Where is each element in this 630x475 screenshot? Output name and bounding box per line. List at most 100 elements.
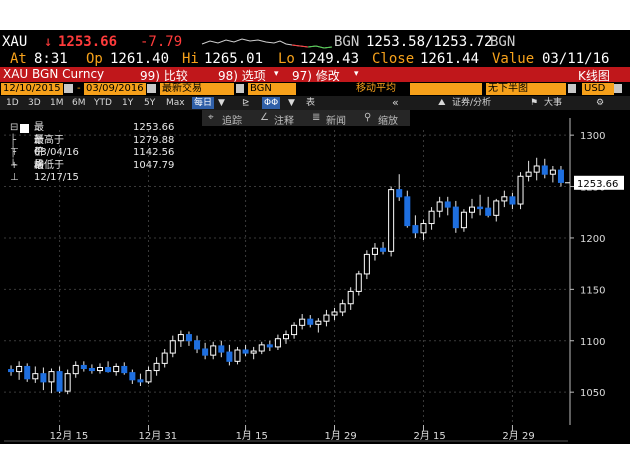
lower-panel-dropdown-icon[interactable] xyxy=(568,84,576,93)
annotate-button[interactable]: 注释 xyxy=(274,116,294,127)
end-date-field[interactable]: 03/09/2016 xyxy=(84,83,146,95)
range-max[interactable]: Max xyxy=(166,98,185,108)
x-tick-label: 1月 29 xyxy=(325,430,357,442)
y-axis: 1050110011501200125013001253.66 xyxy=(564,118,624,425)
style-dropdown-icon[interactable]: ▼ xyxy=(288,98,295,108)
candle-body xyxy=(88,368,95,372)
edit-dropdown-icon[interactable]: ▾ xyxy=(354,69,359,79)
candle-body xyxy=(161,352,168,364)
legend-last-label: 最新价格 xyxy=(34,122,44,171)
frequency-dropdown-icon[interactable]: ▼ xyxy=(218,98,225,108)
annotate-icon[interactable]: ∠ xyxy=(260,112,269,123)
x-tick-label: 2月 29 xyxy=(502,430,534,442)
moving-average-label: 移动平均 xyxy=(356,83,396,94)
gear-icon[interactable]: ⚙ xyxy=(596,98,605,108)
options-button[interactable]: 98) 选项 xyxy=(218,69,266,83)
candle-body xyxy=(339,303,346,313)
open-value: 1261.40 xyxy=(110,51,170,67)
legend-low-value: 1047.79 xyxy=(133,159,175,171)
low-label: Lo xyxy=(278,51,295,67)
currency-dropdown-icon[interactable] xyxy=(614,84,622,93)
candle-style-icon[interactable]: ΦΦ xyxy=(262,97,281,109)
table-button[interactable]: 表 xyxy=(306,98,316,108)
news-icon[interactable]: ≣ xyxy=(312,112,321,123)
frequency-select[interactable]: 每日 xyxy=(192,97,215,109)
candle-body xyxy=(8,369,15,373)
candle-body xyxy=(436,201,443,212)
news-button[interactable]: 新闻 xyxy=(326,116,346,127)
ma-box-3[interactable] xyxy=(458,83,482,95)
candle-body xyxy=(468,206,476,213)
range-1d[interactable]: 1D xyxy=(6,98,19,108)
track-icon[interactable]: ⌖ xyxy=(208,112,214,123)
candle-body xyxy=(388,189,395,252)
candle-body xyxy=(177,334,184,342)
zoom-icon[interactable]: ⚲ xyxy=(364,112,372,123)
options-dropdown-icon[interactable]: ▾ xyxy=(274,69,279,79)
legend-low-label: 最低于 12/17/15 xyxy=(34,159,79,184)
zoom-button[interactable]: 缩放 xyxy=(378,116,398,127)
candlestick-chart[interactable]: 1050110011501200125013001253.66 12月 1512… xyxy=(0,110,630,444)
lower-panel-select[interactable]: 无下半图 xyxy=(486,83,566,95)
close-label: Close xyxy=(372,51,415,67)
value-label: Value xyxy=(492,51,535,67)
last-price-badge xyxy=(574,175,624,190)
candle-body xyxy=(48,371,55,383)
legend-average-label: 平均 xyxy=(34,147,44,171)
low-value: 1249.43 xyxy=(300,51,360,67)
high-marker-icon: ├ ⊤ xyxy=(10,134,19,159)
y-tick-label: 1050 xyxy=(580,388,605,399)
ticker-symbol: XAU xyxy=(2,34,28,50)
mode-dropdown-icon[interactable] xyxy=(236,84,244,93)
range-6m[interactable]: 6M xyxy=(72,98,86,108)
currency-field[interactable]: USD xyxy=(582,83,614,95)
candle-body xyxy=(444,201,451,208)
collapse-icon[interactable]: « xyxy=(392,96,399,109)
chart-type-title: K线图 xyxy=(578,69,610,83)
bloomberg-terminal-window: XAU ↓ 1253.66 -7.79 BGN 1253.58/1253.72 … xyxy=(0,30,630,444)
legend-average-value: 1142.56 xyxy=(133,147,175,158)
candle-body xyxy=(121,365,128,374)
average-marker-icon: ├ + xyxy=(10,147,19,171)
analysis-icon[interactable]: ⛰ xyxy=(438,98,446,108)
ma-box-1[interactable] xyxy=(410,83,434,95)
value-date: 03/11/16 xyxy=(542,51,610,67)
start-calendar-icon[interactable] xyxy=(64,84,73,93)
compare-button[interactable]: 99) 比较 xyxy=(140,69,188,83)
range-ytd[interactable]: YTD xyxy=(94,98,112,108)
at-label: At xyxy=(10,51,27,67)
edit-button[interactable]: 97) 修改 xyxy=(292,69,340,83)
candle-body xyxy=(40,373,47,383)
line-chart-icon[interactable]: ⊵ xyxy=(242,98,250,108)
analysis-button[interactable]: 证券/分析 xyxy=(452,98,492,108)
intraday-sparkline xyxy=(201,38,333,49)
track-button[interactable]: 追踪 xyxy=(222,116,242,127)
legend-last-value: 1253.66 xyxy=(133,122,175,133)
candle-body xyxy=(202,348,209,356)
candle-body xyxy=(452,206,459,229)
candle-body xyxy=(129,372,136,381)
legend-collapse-icon[interactable]: ⊟ xyxy=(10,122,19,133)
source-field[interactable]: BGN xyxy=(248,83,296,95)
price-mode-select[interactable]: 最新交易 xyxy=(160,83,234,95)
candle-body xyxy=(363,253,370,275)
events-button[interactable]: 大事 xyxy=(544,98,563,108)
end-calendar-icon[interactable] xyxy=(147,84,156,93)
y-tick-label: 1300 xyxy=(580,131,605,142)
start-date-field[interactable]: 12/10/2015 xyxy=(1,83,63,95)
candle-body xyxy=(226,351,233,362)
range-toolbar: 1D 3D 1M 6M YTD 1Y 5Y Max 每日 ▼ ⊵ ΦΦ ▼ 表 … xyxy=(0,96,630,110)
range-3d[interactable]: 3D xyxy=(28,98,41,108)
range-5y[interactable]: 5Y xyxy=(144,98,156,108)
candle-body xyxy=(460,211,467,229)
flag-icon[interactable]: ⚑ xyxy=(530,98,539,108)
candle-body xyxy=(194,340,201,350)
range-1y[interactable]: 1Y xyxy=(122,98,134,108)
range-1m[interactable]: 1M xyxy=(50,98,64,108)
candle-body xyxy=(169,340,176,354)
price-change: -7.79 xyxy=(140,34,183,50)
candle-body xyxy=(274,338,281,348)
candle-body xyxy=(145,370,152,383)
ma-box-2[interactable] xyxy=(434,83,458,95)
